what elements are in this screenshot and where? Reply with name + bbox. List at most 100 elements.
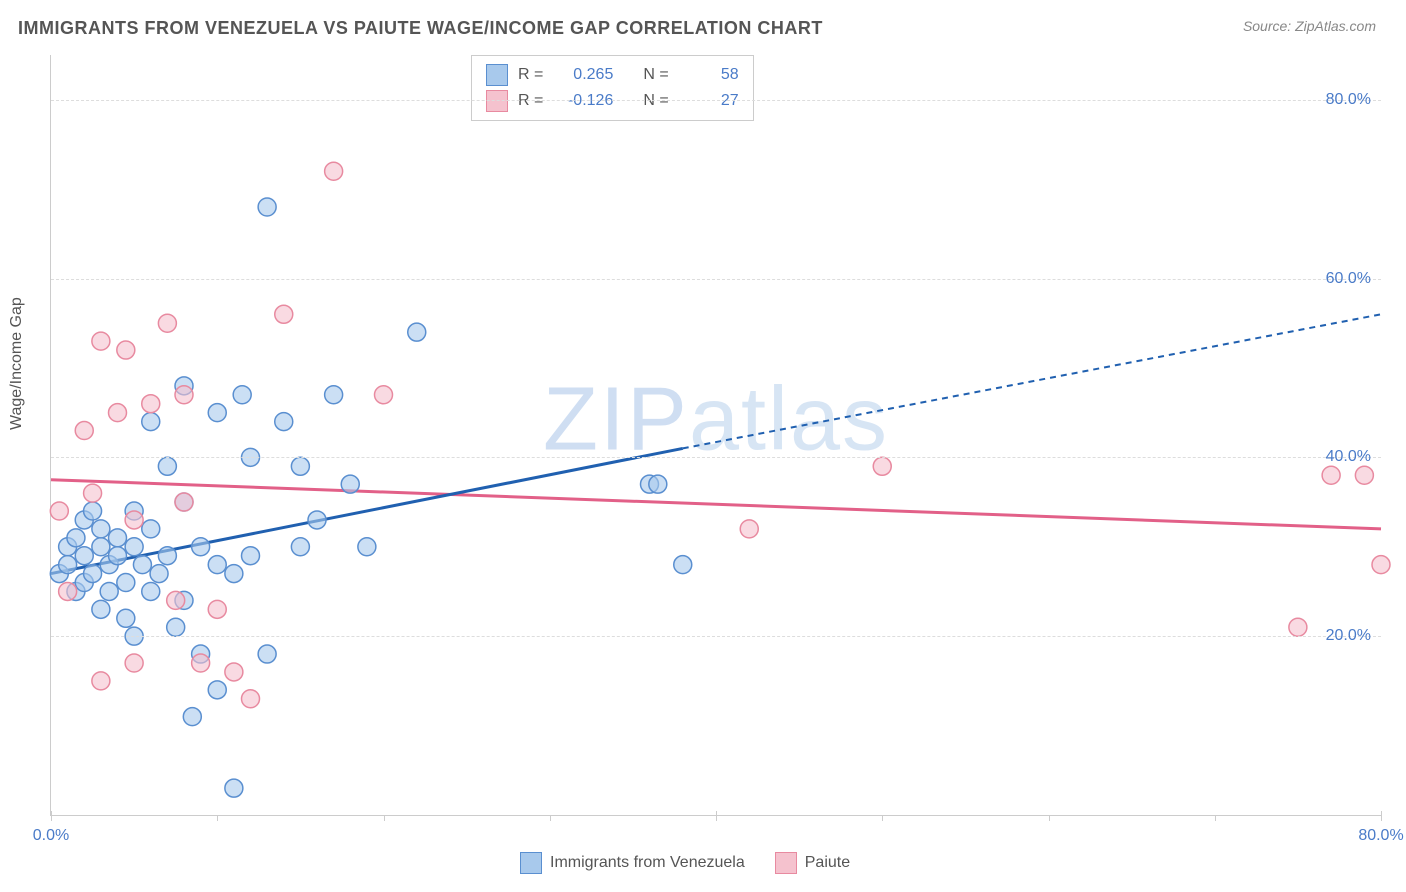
- data-point: [275, 413, 293, 431]
- data-point: [208, 600, 226, 618]
- data-point: [275, 305, 293, 323]
- data-point: [341, 475, 359, 493]
- legend-item-series1: Immigrants from Venezuela: [520, 852, 745, 874]
- data-point: [242, 690, 260, 708]
- data-point: [225, 663, 243, 681]
- data-point: [84, 565, 102, 583]
- data-point: [740, 520, 758, 538]
- data-point: [133, 556, 151, 574]
- data-point: [873, 457, 891, 475]
- y-axis-label: Wage/Income Gap: [8, 297, 26, 430]
- chart-plot-area: ZIPatlas R = 0.265 N = 58 R = -0.126 N =…: [50, 55, 1381, 816]
- data-point: [117, 574, 135, 592]
- data-point: [208, 556, 226, 574]
- data-point: [109, 529, 127, 547]
- data-point: [225, 565, 243, 583]
- r-label-2: R =: [518, 92, 543, 110]
- data-point: [109, 404, 127, 422]
- data-point: [75, 547, 93, 565]
- data-point: [150, 565, 168, 583]
- data-point: [59, 556, 77, 574]
- n-value-series1: 58: [679, 66, 739, 84]
- data-point: [1289, 618, 1307, 636]
- data-point: [142, 395, 160, 413]
- data-point: [175, 386, 193, 404]
- r-label: R =: [518, 66, 543, 84]
- xtick-minor: [550, 815, 551, 821]
- r-value-series2: -0.126: [553, 92, 613, 110]
- xtick-label: 0.0%: [33, 827, 69, 845]
- correlation-stats-box: R = 0.265 N = 58 R = -0.126 N = 27: [471, 55, 754, 121]
- ytick-label: 20.0%: [1326, 627, 1371, 645]
- data-point: [375, 386, 393, 404]
- data-point: [67, 529, 85, 547]
- data-point: [125, 511, 143, 529]
- data-point: [192, 654, 210, 672]
- data-point: [167, 591, 185, 609]
- data-point: [1355, 466, 1373, 484]
- data-point: [1372, 556, 1390, 574]
- bottom-legend: Immigrants from Venezuela Paiute: [520, 852, 850, 874]
- data-point: [142, 413, 160, 431]
- data-point: [117, 609, 135, 627]
- data-point: [258, 645, 276, 663]
- stats-row-series1: R = 0.265 N = 58: [486, 62, 739, 88]
- data-point: [84, 502, 102, 520]
- data-point: [142, 520, 160, 538]
- data-point: [92, 520, 110, 538]
- xtick-minor: [217, 815, 218, 821]
- source-attribution: Source: ZipAtlas.com: [1243, 18, 1376, 34]
- data-point: [158, 547, 176, 565]
- data-point: [125, 654, 143, 672]
- data-point: [358, 538, 376, 556]
- data-point: [225, 779, 243, 797]
- data-point: [308, 511, 326, 529]
- n-label-2: N =: [643, 92, 668, 110]
- data-point: [109, 547, 127, 565]
- legend-swatch-series2: [775, 852, 797, 874]
- ytick-label: 80.0%: [1326, 91, 1371, 109]
- data-point: [208, 404, 226, 422]
- data-point: [84, 484, 102, 502]
- data-point: [1322, 466, 1340, 484]
- legend-item-series2: Paiute: [775, 852, 850, 874]
- legend-label-series1: Immigrants from Venezuela: [550, 854, 745, 872]
- chart-title: IMMIGRANTS FROM VENEZUELA VS PAIUTE WAGE…: [18, 18, 823, 39]
- data-point: [100, 582, 118, 600]
- swatch-series2: [486, 90, 508, 112]
- data-point: [242, 547, 260, 565]
- data-point: [208, 681, 226, 699]
- xtick-mark: [716, 811, 717, 821]
- data-point: [325, 162, 343, 180]
- data-point: [649, 475, 667, 493]
- data-point: [233, 386, 251, 404]
- ytick-label: 60.0%: [1326, 270, 1371, 288]
- data-point: [117, 341, 135, 359]
- data-point: [192, 538, 210, 556]
- n-label: N =: [643, 66, 668, 84]
- xtick-mark: [1381, 811, 1382, 821]
- trendline-extrapolated: [683, 314, 1381, 448]
- data-point: [92, 672, 110, 690]
- data-point: [142, 582, 160, 600]
- ytick-label: 40.0%: [1326, 448, 1371, 466]
- data-point: [92, 332, 110, 350]
- stats-row-series2: R = -0.126 N = 27: [486, 88, 739, 114]
- data-point: [291, 538, 309, 556]
- legend-swatch-series1: [520, 852, 542, 874]
- data-point: [50, 502, 68, 520]
- data-point: [59, 582, 77, 600]
- data-point: [175, 493, 193, 511]
- data-point: [125, 538, 143, 556]
- gridline-h: [51, 279, 1381, 280]
- swatch-series1: [486, 64, 508, 86]
- data-point: [158, 314, 176, 332]
- xtick-mark: [51, 811, 52, 821]
- data-point: [408, 323, 426, 341]
- scatter-svg: [51, 55, 1381, 815]
- data-point: [258, 198, 276, 216]
- n-value-series2: 27: [679, 92, 739, 110]
- gridline-h: [51, 457, 1381, 458]
- gridline-h: [51, 636, 1381, 637]
- data-point: [325, 386, 343, 404]
